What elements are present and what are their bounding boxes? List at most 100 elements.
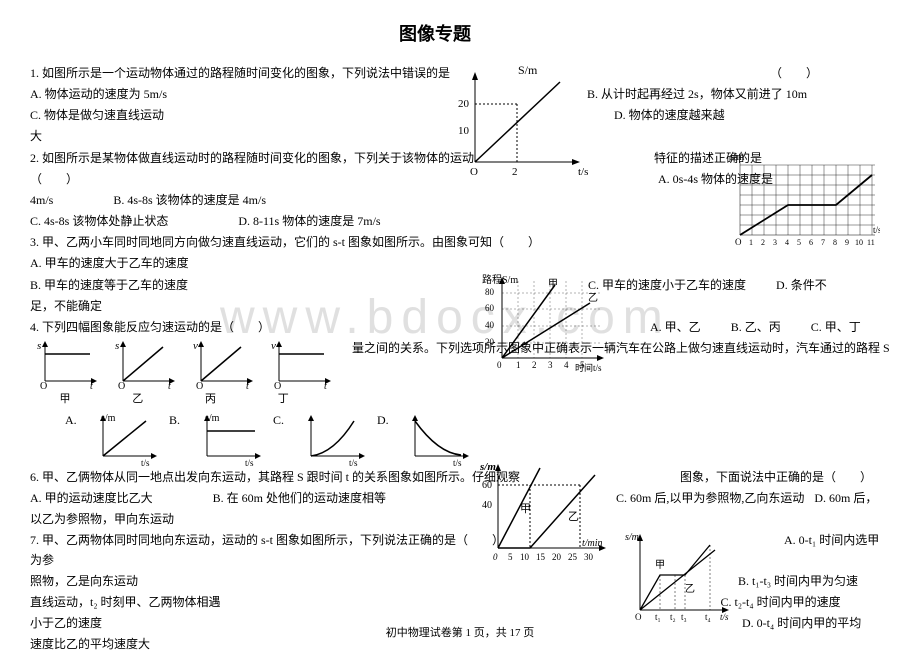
svg-text:v: v [193,340,198,352]
page-title: 图像专题 [0,20,890,49]
svg-text:30: 30 [584,552,594,562]
svg-text:时间t/s: 时间t/s [575,362,602,373]
svg-text:s/m: s/m [625,532,639,543]
svg-text:1: 1 [516,360,521,370]
svg-text:t₄: t₄ [705,612,711,622]
q5-charts-row: A. s/m t/s B. s/m t/s C. t/s D. [30,411,890,466]
q3-optA: A. 甲车的速度大于乙车的速度 [30,254,890,273]
svg-text:t/min: t/min [582,538,603,549]
svg-text:5: 5 [797,238,801,247]
q5-chart-b: s/m t/s [195,411,265,466]
svg-text:6: 6 [809,238,813,247]
mini-chart-jia: s Ot [35,339,100,389]
svg-text:7: 7 [821,238,825,247]
chart-q3: 路程S/m 8060 4020 0 12 34 5 时间t/s 甲 乙 [480,273,610,373]
svg-text:0: 0 [497,360,502,370]
svg-text:10: 10 [520,552,530,562]
svg-text:25: 25 [568,552,578,562]
svg-text:t/s: t/s [720,612,729,622]
svg-text:t: t [168,381,171,389]
svg-text:20: 20 [458,98,470,110]
q5-chart-c: t/s [299,411,369,466]
page-content: 图像专题 S/m 20 10 2 O t/s s/m [30,20,890,655]
chart-q6: s/m 60 40 甲 乙 0 510 1520 2530 t/min [480,460,610,565]
svg-text:t/s: t/s [578,166,588,178]
svg-text:t/s: t/s [141,458,150,466]
q5-stem: 量之间的关系。下列选项所示图象中正确表示一辆汽车在公路上做匀速直线运动时，汽车通… [352,339,890,358]
svg-text:1: 1 [749,238,753,247]
q5-labelA: A. [65,411,83,430]
svg-text:甲: 甲 [520,503,531,515]
svg-text:20: 20 [485,337,495,347]
svg-text:3: 3 [548,360,553,370]
svg-text:t₃: t₃ [681,612,687,622]
svg-text:10: 10 [855,238,863,247]
svg-text:O: O [635,612,642,622]
svg-text:t₁: t₁ [655,612,661,622]
q5-chart-a: s/m t/s [91,411,161,466]
svg-text:t: t [246,381,249,389]
svg-text:2: 2 [761,238,765,247]
q6-opts1: A. 甲的运动速度比乙大B. 在 60m 处他们的运动速度相等C. 60m 后,… [30,489,890,508]
svg-text:乙: 乙 [588,292,598,304]
svg-text:O: O [40,381,47,389]
chart-q1: S/m 20 10 2 O t/s [450,62,590,182]
svg-text:甲: 甲 [548,279,558,290]
svg-text:40: 40 [482,500,492,511]
q3-optD2: 足，不能确定 [30,297,890,316]
svg-text:O: O [735,237,742,247]
svg-text:O: O [274,381,281,389]
svg-text:s: s [115,340,119,352]
q4-labels: 甲 乙 丙 丁 [30,391,890,409]
q4-charts-row: s Ot s Ot v Ot v Ot 量之间的关系。下列选项所示图象 [30,339,890,389]
q5-labelD: D. [377,411,395,430]
svg-text:甲: 甲 [655,560,665,571]
svg-text:60: 60 [485,303,495,313]
q5-labelC: C. [273,411,291,430]
svg-text:8: 8 [833,238,837,247]
svg-text:9: 9 [845,238,849,247]
svg-text:s/m: s/m [730,152,745,163]
svg-text:0: 0 [493,552,498,562]
svg-text:乙: 乙 [568,510,579,523]
svg-text:O: O [118,381,125,389]
svg-text:t: t [90,381,93,389]
chart-q7: s/m 甲 乙 O t₁ t₂ t₃ t₄ t/s [625,530,735,625]
svg-text:11: 11 [867,238,875,247]
q7-l2: 照物，乙是向东运动B. t₁-t₃ 时间内甲为匀速 [30,572,890,591]
svg-text:4: 4 [564,360,569,370]
mini-chart-ding: v Ot [269,339,334,389]
svg-text:乙: 乙 [685,583,695,595]
chart-q2: s/m O 12 34 56 78 910 [725,150,880,250]
svg-text:15: 15 [536,552,546,562]
svg-text:60: 60 [482,480,492,491]
chart1-ylabel: S/m [518,63,538,77]
q7-l5: 速度比乙的平均速度大 [30,635,890,654]
svg-text:v: v [271,340,276,352]
svg-text:80: 80 [485,287,495,297]
svg-text:s: s [37,340,41,352]
q6-stem: 6. 甲、乙俩物体从同一地点出发向东运动，其路程 S 跟时间 t 的关系图象如图… [30,468,890,487]
q6-optD2: 以乙为参照物，甲向东运动 [30,510,890,529]
mini-chart-bing: v Ot [191,339,256,389]
q4-stem: 4. 下列四幅图象能反应匀速运动的是（ ）A. 甲、乙B. 乙、丙C. 甲、丁 [30,318,890,337]
svg-text:t/s: t/s [453,458,462,466]
svg-text:O: O [196,381,203,389]
q5-labelB: B. [169,411,187,430]
svg-text:路程S/m: 路程S/m [482,273,518,286]
svg-text:t: t [324,381,327,389]
svg-text:20: 20 [552,552,562,562]
svg-text:O: O [470,166,478,178]
svg-text:t/s: t/s [873,225,880,235]
svg-text:2: 2 [512,166,518,178]
svg-text:t/s: t/s [349,458,358,466]
svg-text:3: 3 [773,238,777,247]
q7-stem: 7. 甲、乙两物体同时同地向东运动，运动的 s-t 图象如图所示，下列说法正确的… [30,531,890,569]
q7-l4: 小于乙的速度D. 0-t₄ 时间内甲的平均 [30,614,890,633]
svg-text:10: 10 [458,125,470,137]
q7-l3: 直线运动，t₂ 时刻甲、乙两物体相遇C. t₂-t₄ 时间内甲的速度 [30,593,890,612]
svg-text:40: 40 [485,320,495,330]
svg-text:2: 2 [532,360,537,370]
svg-text:t₂: t₂ [670,612,676,622]
svg-text:t/s: t/s [245,458,254,466]
